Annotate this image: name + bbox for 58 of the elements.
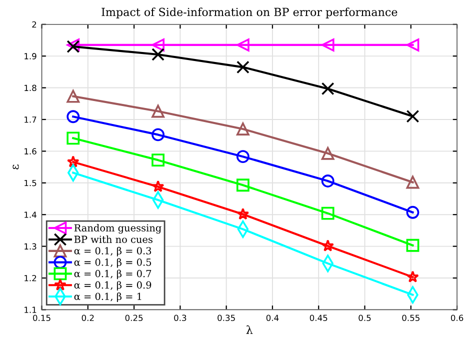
point bbox=[236, 178, 250, 192]
point bbox=[152, 180, 164, 192]
x-axis-title: λ bbox=[246, 325, 253, 334]
y-tick-label: 1.6 bbox=[24, 148, 36, 154]
point bbox=[66, 132, 80, 145]
x-tick-label: 0.25 bbox=[125, 314, 143, 322]
y-tick-label: 1.2 bbox=[24, 274, 36, 282]
y-tick-label: 1.5 bbox=[24, 180, 36, 186]
point bbox=[236, 208, 250, 220]
y-tick-label: 1.7 bbox=[24, 116, 36, 123]
y-tick-label: 1.1 bbox=[24, 306, 36, 313]
point bbox=[66, 110, 80, 124]
point bbox=[406, 206, 420, 219]
chart-title: Impact of Side-information on BP error performance bbox=[102, 8, 398, 18]
y-tick-label: 1.9 bbox=[24, 53, 36, 60]
point bbox=[406, 110, 420, 123]
x-tick-label: 0.3 bbox=[174, 314, 186, 322]
x-tick-label: 0.2 bbox=[82, 314, 94, 322]
point bbox=[152, 128, 164, 142]
point bbox=[406, 38, 420, 52]
x-tick-label: 0.35 bbox=[218, 314, 235, 322]
point bbox=[66, 156, 80, 168]
point bbox=[152, 104, 164, 118]
legend-label: α = 0.1, β = 0.7 bbox=[74, 270, 152, 280]
legend-label: Random guessing bbox=[74, 224, 162, 234]
point bbox=[66, 90, 80, 103]
point bbox=[321, 206, 334, 220]
legend-label: α = 0.1, β = 0.5 bbox=[74, 258, 152, 268]
legend-label: α = 0.1, β = 0.3 bbox=[74, 246, 152, 256]
point bbox=[236, 150, 250, 164]
x-tick-label: 0.45 bbox=[310, 314, 328, 322]
point bbox=[321, 82, 334, 96]
point bbox=[406, 176, 420, 189]
x-tick-label: 0.6 bbox=[450, 314, 464, 322]
y-tick-label: 1.3 bbox=[24, 243, 36, 250]
point bbox=[236, 122, 250, 136]
y-tick-label: 1.8 bbox=[24, 84, 36, 92]
point bbox=[152, 48, 164, 61]
point bbox=[322, 240, 334, 252]
point bbox=[321, 174, 334, 188]
legend-label: BP with no cues bbox=[74, 236, 152, 244]
point bbox=[236, 60, 250, 74]
point bbox=[152, 154, 164, 167]
legend-label: α = 0.1, β = 1 bbox=[74, 292, 142, 302]
point bbox=[406, 270, 419, 282]
point bbox=[321, 146, 334, 160]
point bbox=[152, 38, 164, 52]
legend-label: α = 0.1, β = 0.9 bbox=[74, 281, 152, 291]
x-tick-label: 0.55 bbox=[402, 314, 420, 322]
point bbox=[236, 38, 250, 52]
y-tick-label: 2 bbox=[32, 21, 36, 28]
point bbox=[321, 38, 334, 52]
x-tick-label: 0.4 bbox=[266, 314, 279, 322]
x-tick-label: 0.15 bbox=[33, 314, 50, 322]
y-axis-title: ε bbox=[12, 164, 19, 170]
y-tick-label: 1.4 bbox=[24, 212, 36, 218]
x-tick-label: 0.5 bbox=[358, 314, 371, 322]
point bbox=[406, 238, 420, 252]
